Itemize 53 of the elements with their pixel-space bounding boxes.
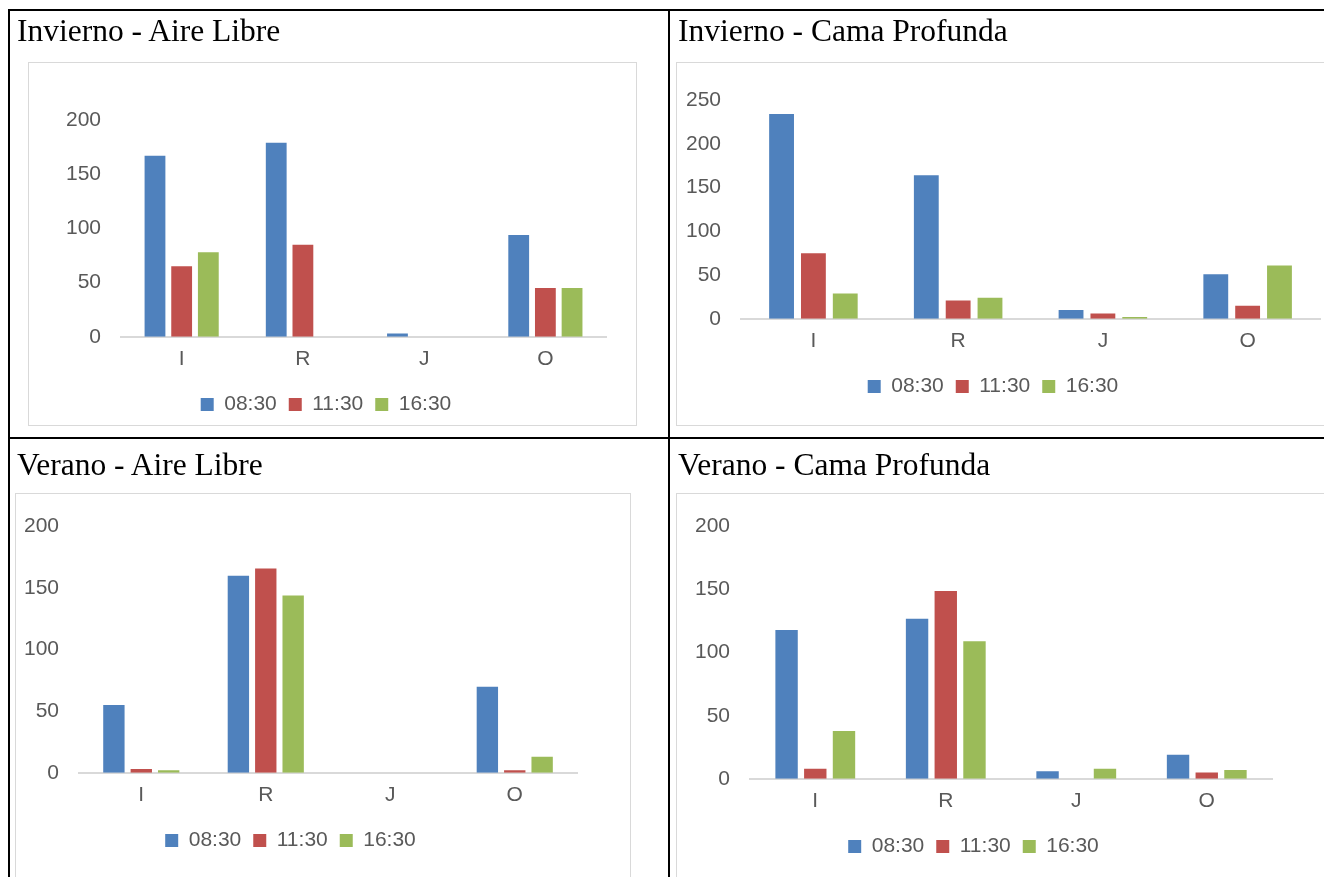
legend-label: 16:30 <box>363 827 416 851</box>
legend-label: 11:30 <box>312 391 364 415</box>
y-tick-label: 100 <box>65 215 102 239</box>
y-tick-label: 100 <box>694 639 731 663</box>
y-tick-label: 50 <box>706 702 731 726</box>
x-tick-label: J <box>1097 328 1109 352</box>
legend-label: 11:30 <box>979 373 1031 397</box>
x-tick-label: R <box>950 328 966 352</box>
y-tick-label: 150 <box>694 576 731 600</box>
y-tick-label: 200 <box>685 130 722 154</box>
legend-label: 16:30 <box>1065 373 1119 397</box>
y-tick-label: 50 <box>35 698 60 722</box>
x-tick-label: O <box>506 782 523 806</box>
chart-title: Verano - Aire Libre <box>17 447 263 483</box>
legend-label: 08:30 <box>871 833 925 857</box>
legend-label: 08:30 <box>891 373 944 397</box>
x-tick-label: J <box>385 782 396 806</box>
y-tick-label: 0 <box>718 765 731 789</box>
x-tick-label: R <box>295 346 311 370</box>
y-tick-label: 100 <box>23 636 60 660</box>
legend-label: 11:30 <box>959 833 1011 857</box>
y-tick-label: 200 <box>694 513 731 537</box>
y-tick-label: 0 <box>89 323 102 347</box>
chart-title: Invierno - Aire Libre <box>17 13 281 49</box>
x-tick-label: O <box>1239 328 1256 352</box>
chart-title: Verano - Cama Profunda <box>678 447 991 483</box>
y-tick-label: 50 <box>77 269 102 293</box>
chart-title: Invierno - Cama Profunda <box>678 13 1008 49</box>
x-tick-label: O <box>537 346 554 370</box>
legend-label: 08:30 <box>224 391 277 415</box>
x-tick-label: R <box>938 788 954 812</box>
x-tick-label: J <box>1071 788 1082 812</box>
y-tick-label: 200 <box>65 106 102 130</box>
x-tick-label: I <box>812 788 819 812</box>
legend-label: 08:30 <box>188 827 242 851</box>
x-tick-label: I <box>138 782 145 806</box>
x-tick-label: J <box>418 346 430 370</box>
legend-label: 11:30 <box>276 827 328 851</box>
y-tick-label: 150 <box>65 161 102 184</box>
y-tick-label: 150 <box>685 174 722 198</box>
x-tick-label: I <box>810 328 817 352</box>
y-tick-label: 0 <box>709 305 722 329</box>
y-tick-label: 50 <box>697 261 722 285</box>
y-tick-label: 200 <box>23 513 60 537</box>
y-tick-label: 150 <box>23 574 60 598</box>
legend-label: 16:30 <box>1046 833 1099 857</box>
y-tick-label: 250 <box>685 86 722 110</box>
y-tick-label: 100 <box>685 218 722 242</box>
x-tick-label: O <box>1198 788 1215 812</box>
legend-label: 16:30 <box>398 391 452 415</box>
y-tick-label: 0 <box>47 759 60 783</box>
x-tick-label: I <box>178 346 185 370</box>
x-tick-label: R <box>258 782 274 806</box>
